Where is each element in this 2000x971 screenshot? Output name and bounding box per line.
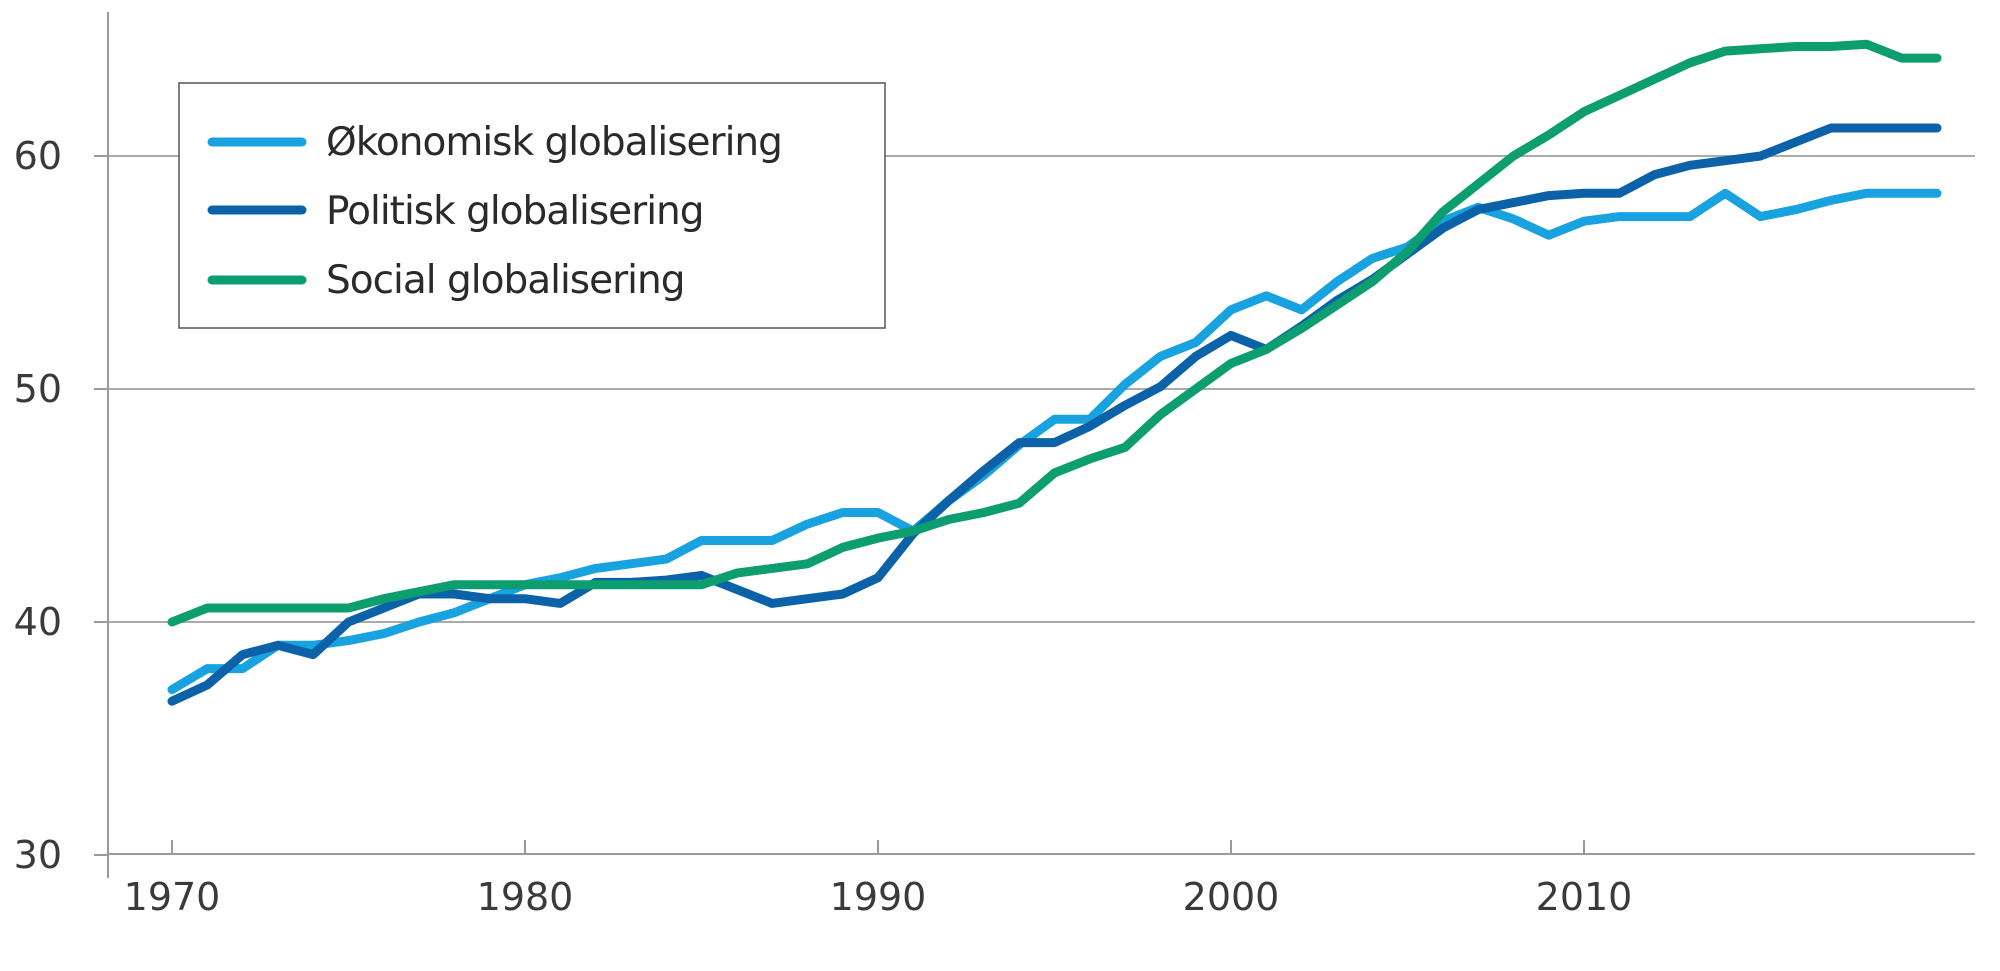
legend: Økonomisk globalisering Politisk globali…	[178, 82, 886, 329]
y-tick-label: 60	[14, 134, 62, 178]
y-tick-label: 40	[14, 600, 62, 644]
ticks: 30 40 50 60 1970 1980 1990 2000 2010	[14, 134, 1633, 919]
series-line-okonomisk	[167, 188, 1942, 695]
series-lines	[167, 39, 1942, 706]
x-tick-label: 1970	[124, 875, 221, 919]
y-tick-label: 50	[14, 367, 62, 411]
x-tick-label: 1980	[477, 875, 574, 919]
x-tick-label: 2000	[1183, 875, 1280, 919]
legend-label-politisk: Politisk globalisering	[326, 189, 704, 234]
y-tick-label: 30	[14, 833, 62, 877]
series-line-politisk	[167, 123, 1942, 706]
x-tick-label: 1990	[830, 875, 927, 919]
legend-label-okonomisk: Økonomisk globalisering	[326, 120, 782, 165]
series-line-social	[167, 39, 1942, 627]
x-tick-label: 2010	[1536, 875, 1633, 919]
legend-label-social: Social globalisering	[326, 258, 684, 303]
